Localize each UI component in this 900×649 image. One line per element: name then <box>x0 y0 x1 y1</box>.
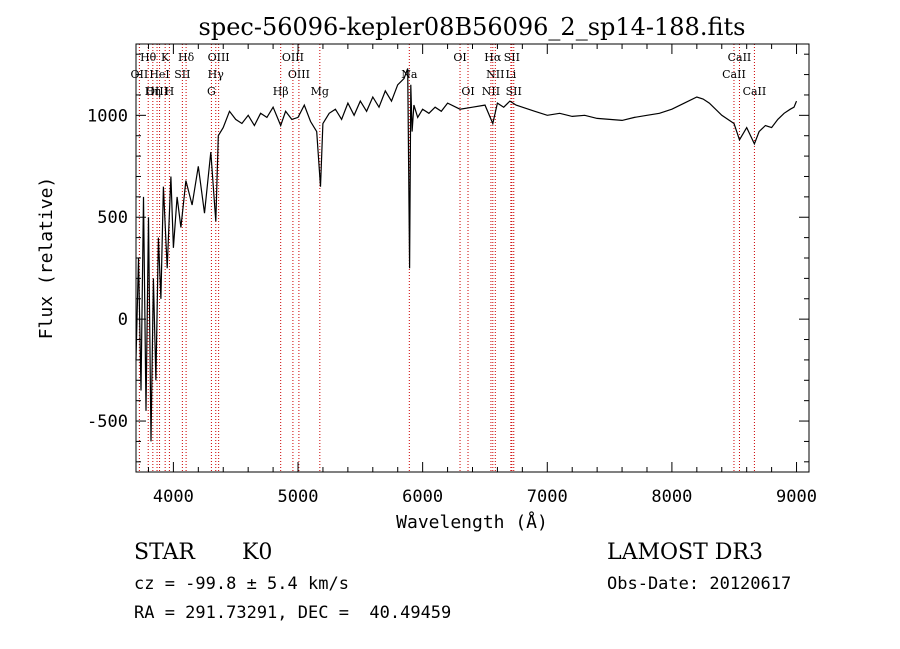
y-tick-label: -500 <box>87 412 128 432</box>
class-label: STAR <box>134 540 195 565</box>
plot-frame <box>135 43 810 473</box>
line-label: Hγ <box>208 68 225 81</box>
x-tick-label: 7000 <box>527 487 568 507</box>
line-label: Hδ <box>178 51 195 64</box>
y-axis-ticks: -500 0 500 1000 <box>87 53 809 463</box>
coords-text: RA = 291.73291, DEC = 40.49459 <box>134 603 452 623</box>
line-label: SII <box>506 85 522 98</box>
y-tick-label: 0 <box>118 310 128 330</box>
y-tick-label: 500 <box>97 208 128 228</box>
y-tick-label: 1000 <box>87 106 128 126</box>
line-label: CaII <box>722 68 746 81</box>
line-label: NII <box>482 85 500 98</box>
line-label: OIII <box>146 85 168 98</box>
x-tick-label: 4000 <box>153 487 194 507</box>
line-label: OIII <box>208 51 230 64</box>
line-label: Na <box>401 68 418 81</box>
x-tick-label: 8000 <box>651 487 692 507</box>
spectrum-line <box>135 68 798 442</box>
line-label: OIII <box>282 51 304 64</box>
line-label: Li <box>505 68 516 81</box>
line-label: SII <box>504 51 520 64</box>
line-label: SII <box>174 68 190 81</box>
line-label: G <box>207 85 216 98</box>
line-label: H <box>165 85 175 98</box>
line-label: Hβ <box>273 85 289 98</box>
line-label: Hθ <box>140 51 157 64</box>
obs-date-text: Obs-Date: 20120617 <box>607 574 792 594</box>
x-tick-label: 6000 <box>402 487 443 507</box>
x-axis-label: Wavelength (Å) <box>396 511 548 533</box>
line-label: OI <box>453 51 466 64</box>
chart-title: spec-56096-kepler08B56096_2_sp14-188.fit… <box>199 13 746 41</box>
line-label: OIII <box>288 68 310 81</box>
spectrum-series <box>135 68 798 442</box>
line-markers <box>138 44 755 472</box>
line-label: CaII <box>728 51 752 64</box>
subclass-label: K0 <box>242 540 273 565</box>
line-label: Mg <box>311 85 329 98</box>
line-label: Hη <box>145 85 161 98</box>
x-axis-ticks: 4000 5000 6000 7000 8000 9000 <box>147 44 817 507</box>
y-axis-label: Flux (relative) <box>36 177 57 340</box>
line-label: CaII <box>743 85 767 98</box>
line-label: Hα <box>484 51 502 64</box>
redshift-text: cz = -99.8 ± 5.4 km/s <box>134 574 349 594</box>
line-label: OI <box>461 85 474 98</box>
x-tick-label: 5000 <box>278 487 319 507</box>
line-label: K <box>161 51 170 64</box>
line-label: NII <box>486 68 504 81</box>
survey-label: LAMOST DR3 <box>607 540 763 565</box>
line-label: HeI <box>149 68 169 81</box>
x-tick-label: 9000 <box>776 487 817 507</box>
